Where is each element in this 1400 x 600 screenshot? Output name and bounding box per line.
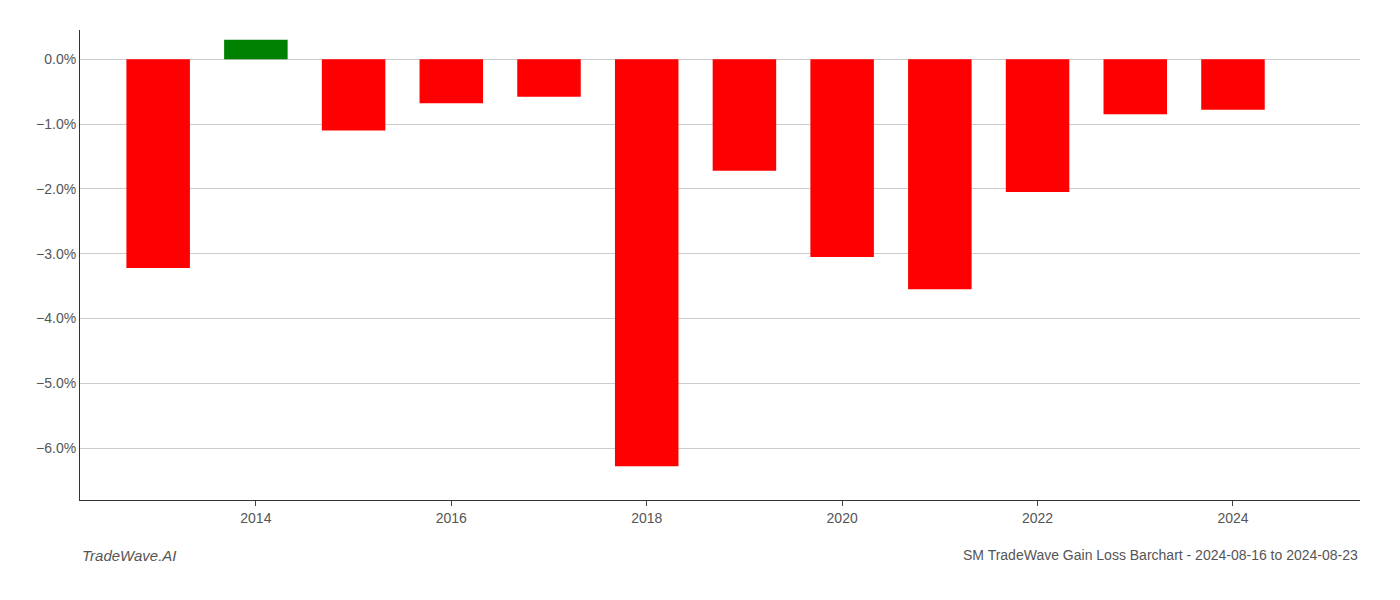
svg-text:−2.0%: −2.0% bbox=[36, 181, 76, 197]
svg-text:−5.0%: −5.0% bbox=[36, 375, 76, 391]
svg-text:−1.0%: −1.0% bbox=[36, 116, 76, 132]
svg-text:2018: 2018 bbox=[631, 510, 662, 526]
svg-text:2014: 2014 bbox=[240, 510, 271, 526]
svg-text:2022: 2022 bbox=[1022, 510, 1053, 526]
svg-text:2024: 2024 bbox=[1217, 510, 1248, 526]
svg-text:2020: 2020 bbox=[827, 510, 858, 526]
svg-text:−4.0%: −4.0% bbox=[36, 310, 76, 326]
svg-text:−3.0%: −3.0% bbox=[36, 246, 76, 262]
svg-text:−6.0%: −6.0% bbox=[36, 440, 76, 456]
svg-text:TradeWave.AI: TradeWave.AI bbox=[82, 547, 176, 564]
svg-text:SM TradeWave Gain Loss Barchar: SM TradeWave Gain Loss Barchart - 2024-0… bbox=[963, 547, 1358, 563]
svg-text:0.0%: 0.0% bbox=[44, 51, 76, 67]
svg-text:2016: 2016 bbox=[436, 510, 467, 526]
